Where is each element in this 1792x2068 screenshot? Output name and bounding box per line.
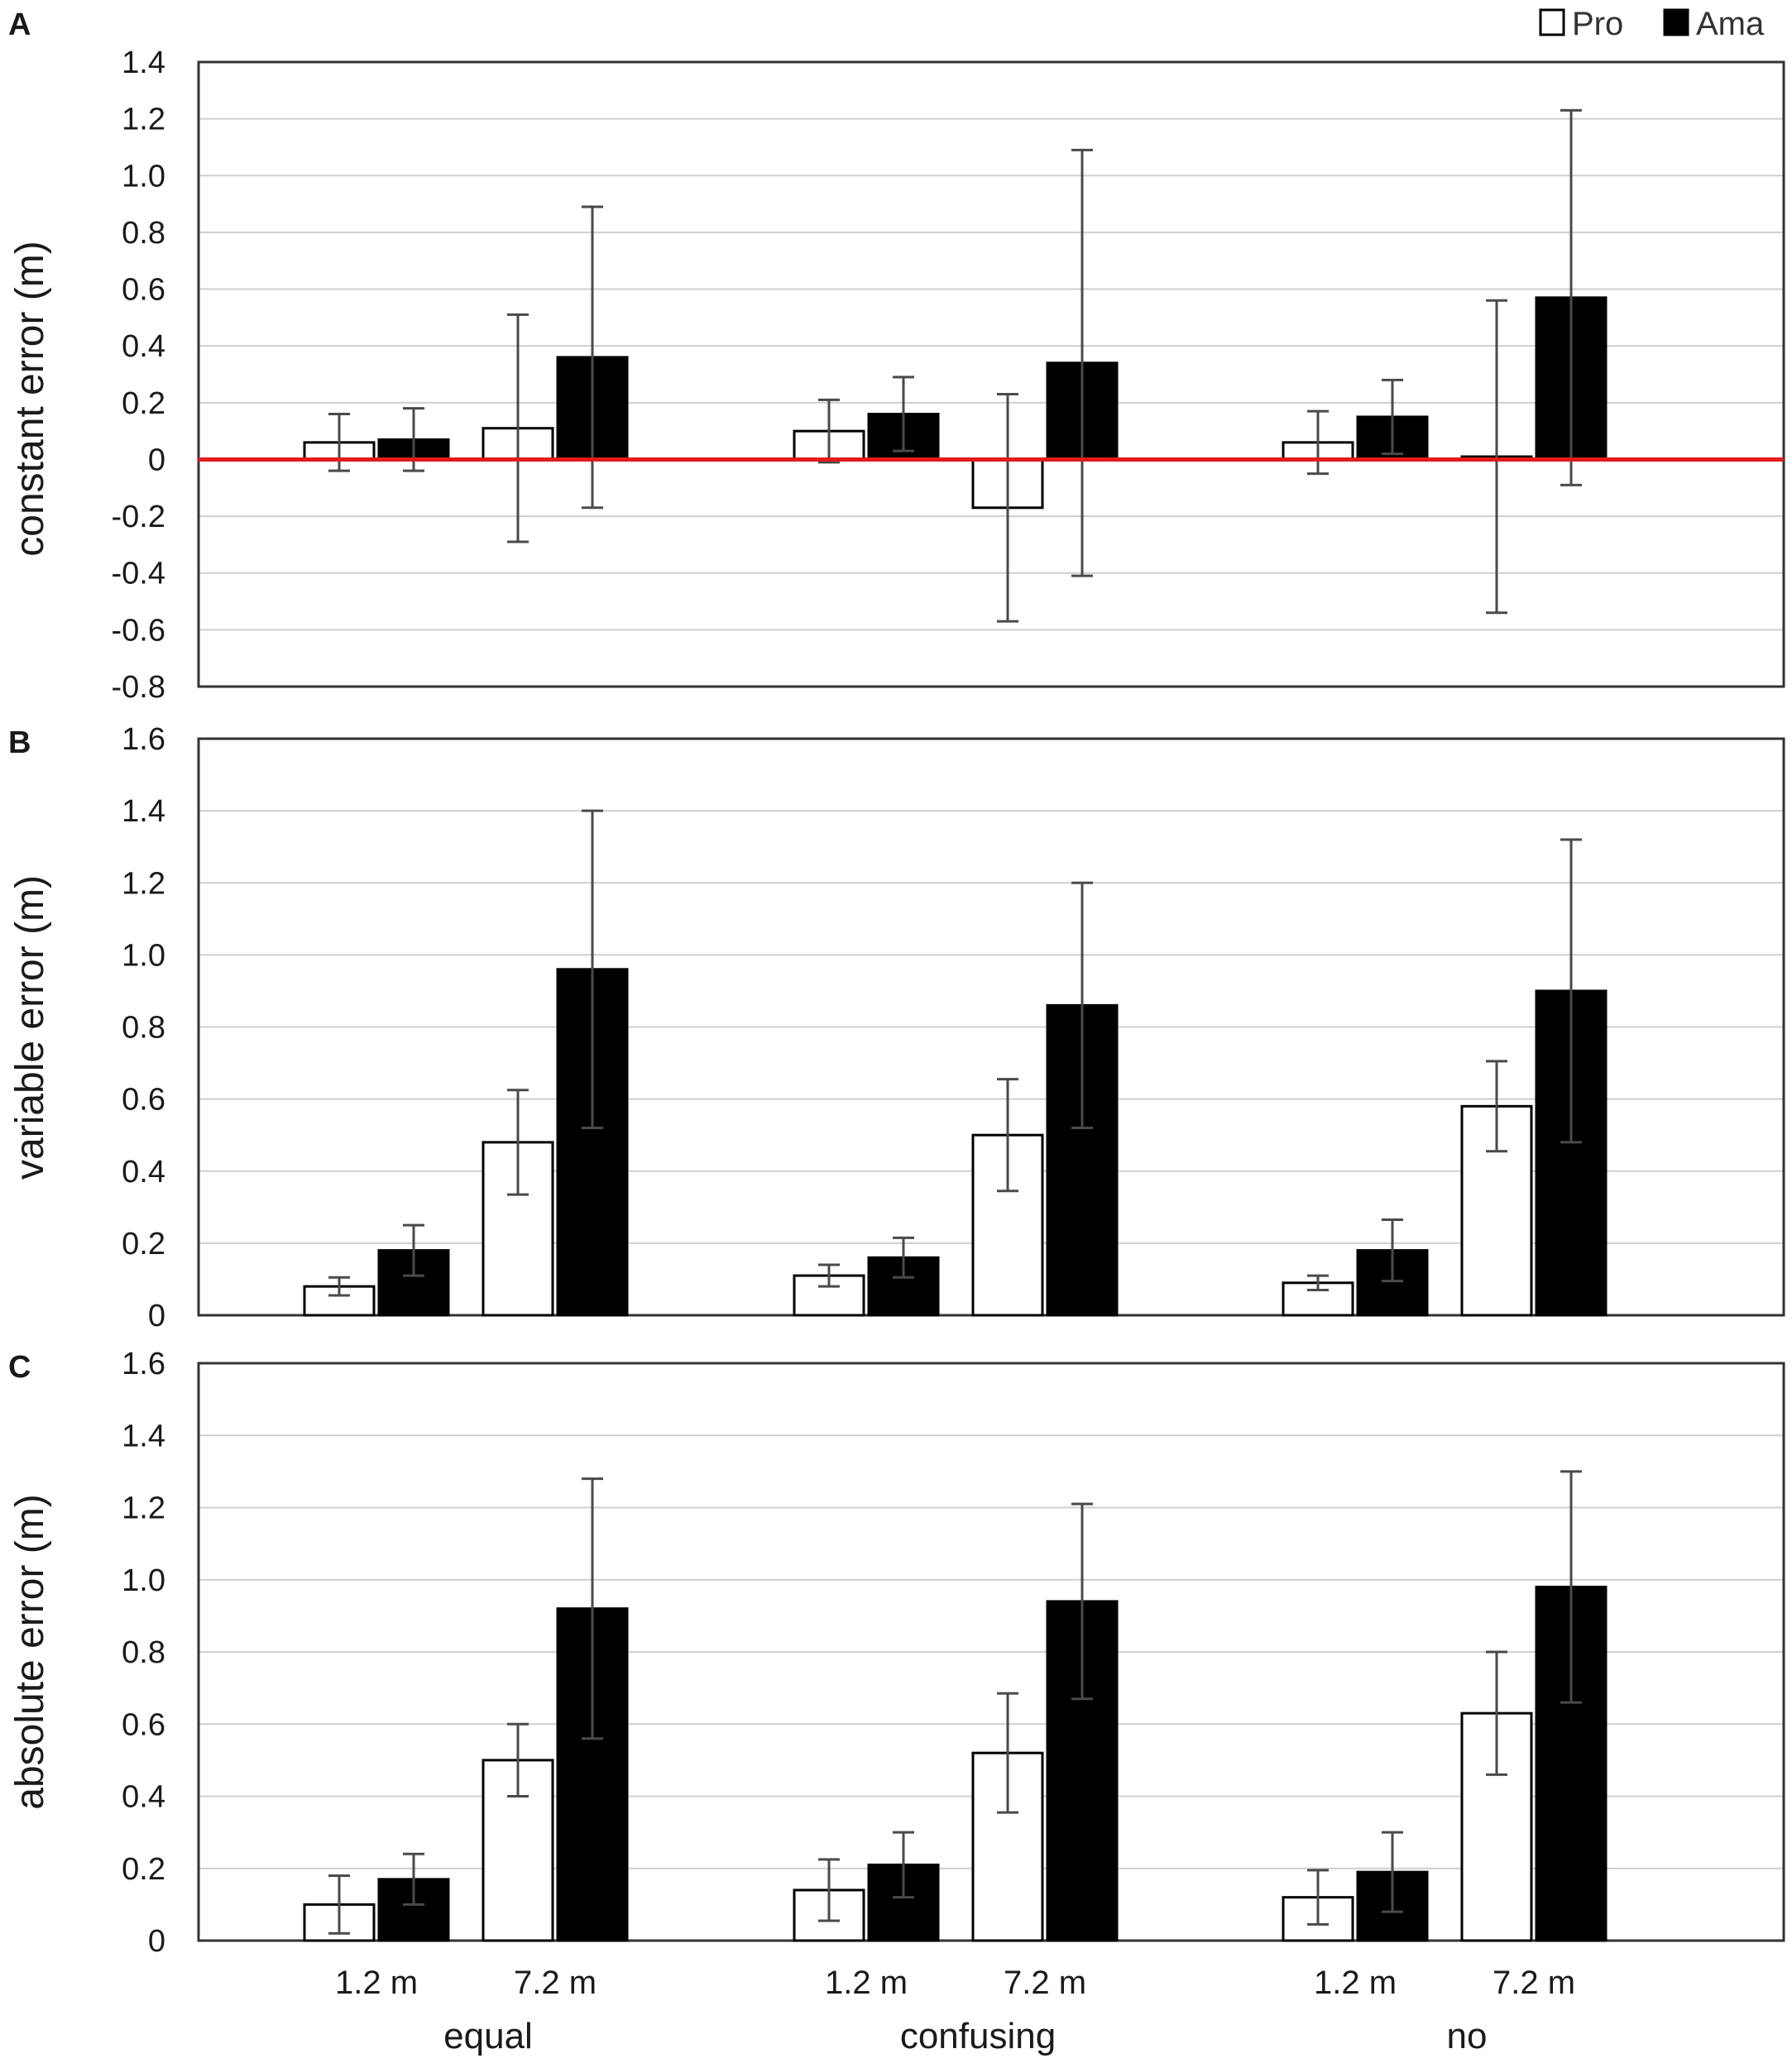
error-bar [997, 1078, 1018, 1193]
error-bar [1382, 378, 1403, 456]
x-tick-label: 1.2 m [1314, 1965, 1397, 2001]
y-tick-label: 0.2 [122, 1227, 165, 1261]
y-tick-label: 1.6 [122, 1347, 165, 1381]
legend: Pro Ama [1539, 6, 1765, 42]
error-bar [1382, 1831, 1403, 1913]
x-tick-label: 7.2 m [1493, 1965, 1575, 2001]
legend-swatch-ama [1663, 8, 1689, 36]
x-tick-label: 7.2 m [514, 1965, 597, 2001]
x-group-label: equal [443, 2016, 533, 2056]
error-bar [1307, 1274, 1329, 1292]
y-tick-label: 1.0 [122, 1563, 165, 1598]
y-tick-label: 0.4 [122, 329, 165, 364]
panel-letter: B [8, 725, 31, 760]
y-tick-label: 1.2 [122, 1491, 165, 1526]
error-bar [893, 1236, 914, 1279]
error-bar [818, 1858, 840, 1922]
y-tick-label: 0 [148, 1299, 165, 1333]
y-tick-label: 0.8 [122, 1635, 165, 1670]
error-bar [893, 376, 914, 452]
y-tick-label: 1.4 [122, 45, 165, 80]
plot-frame [197, 60, 1785, 688]
error-bar [1560, 1470, 1582, 1704]
y-tick-label: -0.2 [112, 500, 165, 534]
x-group-label: no [1447, 2016, 1488, 2056]
error-bar [1560, 838, 1582, 1144]
y-tick-label: 0 [148, 1924, 165, 1959]
y-tick-label: 1.0 [122, 938, 165, 973]
y-tick-label: 0.2 [122, 386, 165, 421]
error-bar [582, 809, 603, 1129]
error-bar [1486, 1650, 1507, 1776]
error-bar [818, 398, 840, 464]
x-axis-labels: 1.2 m 7.2 m equal 1.2 m 7.2 m confusing 1.2 m 7… [335, 1965, 1575, 2056]
error-bar [1071, 1502, 1093, 1701]
error-bar [328, 1276, 350, 1297]
y-tick-label: 1.2 [122, 103, 165, 137]
y-tick-label: -0.8 [112, 670, 165, 705]
x-tick-label: 1.2 m [335, 1965, 418, 2001]
y-tick-label: -0.6 [112, 613, 165, 648]
error-bar [997, 1692, 1018, 1814]
error-bar [818, 1263, 840, 1288]
legend-label-ama: Ama [1696, 6, 1765, 42]
error-bar [1307, 1869, 1329, 1926]
error-bar [507, 313, 529, 543]
error-bar [1486, 1060, 1507, 1153]
y-tick-label: 1.4 [122, 1419, 165, 1453]
y-tick-label: 0.2 [122, 1852, 165, 1887]
y-tick-label: 1.0 [122, 159, 165, 194]
y-axis-label: constant error (m) [8, 241, 52, 556]
error-bar [893, 1831, 914, 1899]
x-group-label: confusing [900, 2016, 1056, 2056]
bar-ama [556, 1607, 629, 1942]
error-bar [1382, 1218, 1403, 1283]
error-bar [1560, 108, 1582, 486]
x-tick-label: 7.2 m [1004, 1965, 1086, 2001]
y-tick-label: 0.6 [122, 1083, 165, 1118]
bar-ama [1535, 989, 1608, 1317]
legend-label-pro: Pro [1572, 6, 1623, 42]
y-axis-label: absolute error (m) [8, 1494, 52, 1809]
y-tick-label: 0 [148, 443, 165, 477]
y-tick-label: -0.4 [112, 557, 165, 591]
error-bar [507, 1089, 529, 1196]
y-tick-label: 0.6 [122, 1707, 165, 1742]
error-bar [1486, 299, 1507, 615]
error-bar [1071, 148, 1093, 577]
error-bar [1307, 409, 1329, 476]
x-tick-label: 1.2 m [825, 1965, 908, 2001]
panel-letter: C [8, 1350, 31, 1385]
error-bar [1071, 881, 1093, 1129]
y-tick-label: 0.4 [122, 1780, 165, 1815]
y-tick-label: 0.8 [122, 1011, 165, 1046]
y-tick-label: 1.2 [122, 866, 165, 901]
y-tick-label: 1.4 [122, 794, 165, 829]
y-tick-label: 1.6 [122, 722, 165, 757]
y-axis-label: variable error (m) [8, 875, 52, 1180]
error-bar [403, 1223, 424, 1277]
y-tick-label: 0.4 [122, 1155, 165, 1190]
error-bar [997, 393, 1018, 623]
error-bar [582, 1477, 603, 1740]
error-bar [328, 1874, 350, 1935]
panel-letter: A [8, 7, 31, 42]
legend-swatch-pro [1539, 8, 1565, 36]
error-bar [507, 1722, 529, 1798]
y-tick-label: 0.8 [122, 216, 165, 251]
error-bar [403, 1852, 424, 1906]
y-tick-label: 0.6 [122, 273, 165, 308]
